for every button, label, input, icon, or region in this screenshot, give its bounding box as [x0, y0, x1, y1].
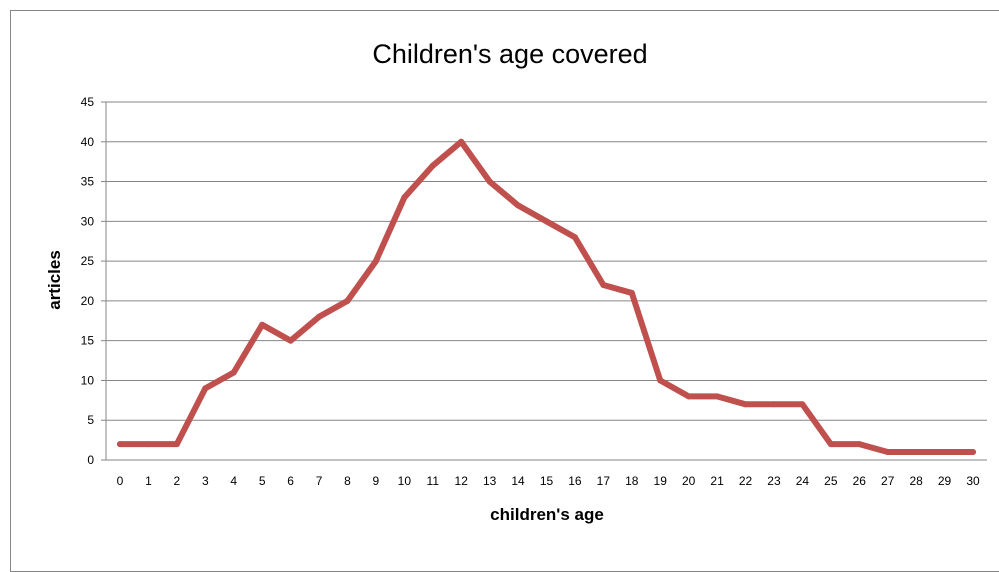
x-tick-label: 26: [853, 474, 867, 488]
data-point: [202, 385, 209, 392]
axes: [105, 102, 987, 461]
x-tick-label: 5: [259, 474, 266, 488]
line-chart: Children's age covered 05101520253035404…: [45, 39, 987, 524]
x-tick-label: 3: [202, 474, 209, 488]
chart-frame: [10, 10, 999, 572]
data-point: [856, 441, 863, 448]
x-tick-label: 11: [427, 474, 440, 488]
data-point: [372, 258, 379, 265]
gridlines: [101, 101, 987, 461]
x-tick-label: 8: [344, 474, 351, 488]
x-tick-label: 20: [682, 474, 696, 488]
data-point: [714, 393, 721, 400]
x-tick-label: 16: [568, 474, 582, 488]
x-tick-label: 14: [511, 474, 525, 488]
data-point: [827, 441, 834, 448]
data-point: [571, 234, 578, 241]
data-point: [230, 369, 237, 376]
x-tick-label: 28: [909, 474, 923, 488]
y-tick-label: 10: [81, 373, 95, 387]
data-point: [515, 202, 522, 209]
y-tick-label: 15: [81, 334, 95, 348]
x-tick-label: 10: [398, 474, 412, 488]
data-point: [600, 281, 607, 288]
data-point: [628, 289, 635, 296]
x-tick-label: 22: [739, 474, 753, 488]
data-point: [543, 218, 550, 225]
y-tick-label: 40: [81, 135, 95, 149]
data-point: [316, 313, 323, 320]
series-layer: [117, 138, 976, 456]
x-tick-label: 17: [597, 474, 611, 488]
y-tick-labels: 0 5 10 15 20 25 30 35 40 45: [81, 95, 95, 467]
data-point: [913, 449, 920, 456]
data-point: [259, 321, 266, 328]
x-tick-label: 6: [287, 474, 294, 488]
x-tick-label: 18: [625, 474, 639, 488]
x-axis-label: children's age: [490, 505, 604, 524]
x-tick-label: 2: [174, 474, 181, 488]
data-point: [742, 401, 749, 408]
data-point: [685, 393, 692, 400]
x-tick-label: 24: [796, 474, 810, 488]
data-point: [344, 297, 351, 304]
data-point: [770, 401, 777, 408]
x-tick-labels: 0 1 2 3 4 5 6 7 8 9 10 11 12 13 14 15 16 17 18 19 20 21 22 23 24…: [117, 474, 980, 488]
x-tick-label: 23: [767, 474, 781, 488]
x-tick-label: 21: [710, 474, 724, 488]
data-point: [884, 449, 891, 456]
y-tick-label: 45: [81, 95, 95, 109]
x-tick-label: 1: [145, 474, 152, 488]
data-point: [458, 138, 465, 145]
x-tick-label: 9: [373, 474, 380, 488]
data-point: [799, 401, 806, 408]
x-tick-label: 0: [117, 474, 124, 488]
data-point: [486, 178, 493, 185]
x-tick-label: 25: [824, 474, 838, 488]
data-point: [941, 449, 948, 456]
data-point: [173, 441, 180, 448]
y-tick-label: 20: [81, 294, 95, 308]
data-point: [287, 337, 294, 344]
x-tick-label: 30: [966, 474, 980, 488]
y-tick-label: 25: [81, 254, 95, 268]
y-tick-label: 30: [81, 214, 95, 228]
x-tick-label: 7: [316, 474, 323, 488]
data-point: [970, 449, 976, 456]
y-tick-label: 35: [81, 175, 95, 189]
data-point: [429, 162, 436, 169]
data-point: [657, 377, 664, 384]
x-tick-label: 15: [540, 474, 554, 488]
y-tick-label: 0: [87, 453, 94, 467]
y-tick-label: 5: [87, 413, 94, 427]
data-point: [145, 441, 152, 448]
x-tick-label: 27: [881, 474, 895, 488]
data-point: [401, 194, 408, 201]
data-point: [117, 441, 123, 448]
chart-title: Children's age covered: [372, 39, 647, 69]
x-tick-label: 29: [938, 474, 952, 488]
x-tick-label: 13: [483, 474, 497, 488]
x-tick-label: 12: [455, 474, 469, 488]
x-tick-label: 19: [654, 474, 668, 488]
y-axis-label: articles: [45, 250, 64, 310]
x-tick-label: 4: [230, 474, 237, 488]
series-line: [117, 138, 976, 456]
